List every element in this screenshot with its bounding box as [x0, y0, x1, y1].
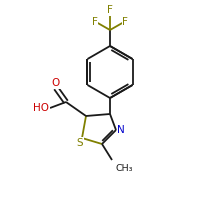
Text: F: F: [92, 17, 98, 27]
Text: HO: HO: [33, 103, 49, 113]
Text: O: O: [52, 78, 60, 88]
Text: N: N: [117, 125, 125, 135]
Text: F: F: [122, 17, 128, 27]
Text: S: S: [77, 138, 83, 148]
Text: CH₃: CH₃: [115, 164, 132, 173]
Text: F: F: [107, 5, 113, 15]
